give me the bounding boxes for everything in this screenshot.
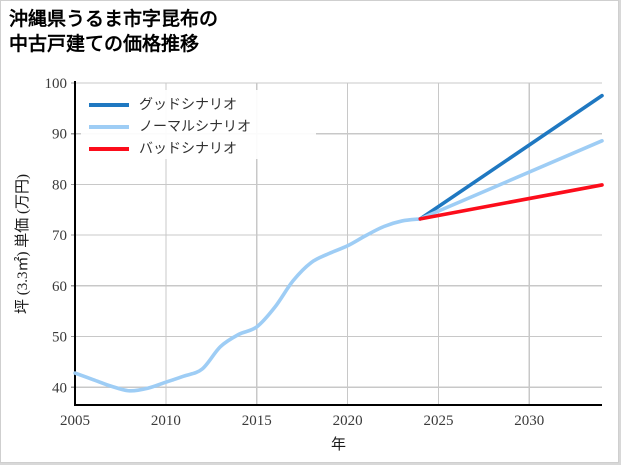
y-tick-label: 90 <box>52 127 67 143</box>
y-tick-label: 60 <box>52 279 67 295</box>
tick-labels-group: 40 50 60 70 80 90 100 2005 2010 2015 2020 2025 2030 <box>45 76 545 429</box>
series-line-グッドシナリオ <box>418 93 604 221</box>
legend-label-2[interactable]: バッドシナリオ <box>139 142 237 157</box>
x-tick-label: 2020 <box>333 413 363 429</box>
series-line-実績 <box>73 217 423 393</box>
x-tick-label: 2005 <box>60 413 90 429</box>
x-tick-label: 2025 <box>423 413 453 429</box>
axis-spines-group <box>73 81 602 407</box>
y-tick-label: 70 <box>52 228 67 244</box>
page-title: 沖縄県うるま市字昆布の 中古戸建ての価格推移 <box>9 9 219 55</box>
x-axis-title: 年 <box>331 436 346 453</box>
y-tick-label: 100 <box>45 76 68 92</box>
series-group <box>73 93 604 393</box>
legend-label-1[interactable]: ノーマルシナリオ <box>139 120 251 135</box>
y-axis-title: 坪 (3.3㎡) 単価 (万円) <box>14 174 31 314</box>
series-line-バッドシナリオ <box>418 183 604 221</box>
x-tick-label: 2015 <box>242 413 272 429</box>
y-tick-label: 50 <box>52 330 67 346</box>
series-line-ノーマルシナリオ <box>418 139 604 221</box>
x-tick-label: 2010 <box>151 413 181 429</box>
y-tick-label: 40 <box>52 380 67 396</box>
y-tick-label: 80 <box>52 177 67 193</box>
axis-titles-group: 年 坪 (3.3㎡) 単価 (万円) <box>14 174 346 453</box>
legend-label-0[interactable]: グッドシナリオ <box>139 97 237 113</box>
x-tick-label: 2030 <box>514 413 544 429</box>
